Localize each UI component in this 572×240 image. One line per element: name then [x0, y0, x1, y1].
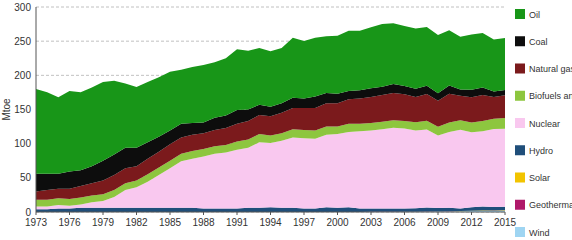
x-tick	[237, 212, 238, 215]
x-tick-label: 1973	[25, 217, 48, 228]
legend-swatch	[515, 118, 525, 128]
y-axis-label: Mtoe	[1, 98, 12, 121]
legend-swatch	[515, 9, 525, 19]
legend-label: Coal	[529, 37, 548, 47]
x-tick-label: 1994	[259, 217, 282, 228]
x-tick	[505, 212, 506, 215]
x-tick	[337, 212, 338, 215]
x-tick-label: 2006	[393, 217, 416, 228]
x-tick	[471, 212, 472, 215]
x-tick-label: 2009	[427, 217, 450, 228]
legend-swatch	[515, 145, 525, 155]
x-tick-label: 1985	[159, 217, 182, 228]
y-tick-label: 150	[14, 104, 31, 115]
legend-label: Natural gas	[529, 64, 572, 74]
y-tick-label: 200	[14, 70, 31, 81]
grid-line	[36, 7, 505, 8]
area	[36, 23, 505, 173]
chart: 0 50 100 150 200 250 300 1973 1976 1979 1982 1985 19…	[0, 0, 572, 240]
legend-label: Oil	[529, 10, 540, 20]
legend-label: Geothermal	[529, 200, 572, 210]
legend-swatch	[515, 200, 525, 210]
x-tick	[304, 212, 305, 215]
legend-swatch	[515, 227, 525, 237]
x-tick-label: 1982	[125, 217, 148, 228]
legend-label: Solar	[529, 173, 550, 183]
x-tick	[270, 212, 271, 215]
x-tick-label: 1976	[58, 217, 81, 228]
legend-swatch	[515, 64, 525, 74]
y-tick-label: 100	[14, 138, 31, 149]
x-tick	[371, 212, 372, 215]
x-tick-label: 2015	[494, 217, 517, 228]
legend-label: Biofuels and waste	[529, 91, 572, 101]
x-tick-label: 2012	[460, 217, 483, 228]
y-tick-label: 0	[25, 207, 31, 218]
legend-label: Hydro	[529, 146, 553, 156]
y-tick-label: 50	[20, 172, 32, 183]
y-tick-label: 300	[14, 2, 31, 13]
legend-swatch	[515, 36, 525, 46]
legend-swatch	[515, 91, 525, 101]
x-tick	[404, 212, 405, 215]
x-tick	[36, 212, 37, 215]
x-tick-label: 1988	[192, 217, 215, 228]
y-axis	[36, 7, 37, 212]
x-tick	[170, 212, 171, 215]
x-tick	[203, 212, 204, 215]
x-tick	[69, 212, 70, 215]
x-tick-label: 2000	[326, 217, 349, 228]
legend: Oil Coal Natural gas Biofuels and waste Nucl…	[515, 9, 572, 238]
x-tick-label: 2003	[360, 217, 383, 228]
x-tick	[438, 212, 439, 215]
legend-label: Nuclear	[529, 119, 560, 129]
x-tick-label: 1991	[226, 217, 249, 228]
x-tick-label: 1997	[293, 217, 316, 228]
areas	[36, 23, 505, 212]
legend-swatch	[515, 173, 525, 183]
x-tick-label: 1979	[92, 217, 115, 228]
legend-label: Wind	[529, 228, 550, 238]
x-tick	[103, 212, 104, 215]
x-tick	[136, 212, 137, 215]
y-tick-label: 250	[14, 36, 31, 47]
